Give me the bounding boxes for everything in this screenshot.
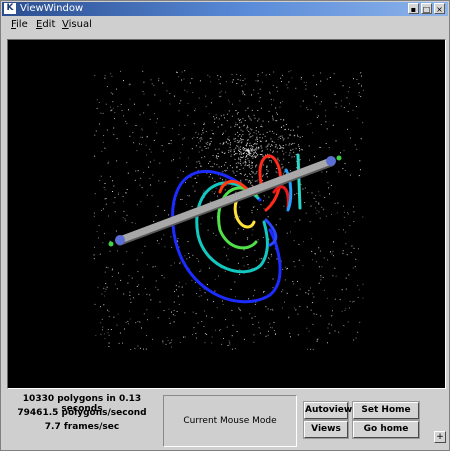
go-home-button[interactable]: Go home: [353, 421, 419, 438]
field-line-right-inner: [284, 168, 293, 212]
set-home-view-button[interactable]: Set Home View: [353, 402, 419, 430]
kde-logo-icon[interactable]: K: [4, 3, 16, 14]
axis-end-sphere-left: [115, 235, 125, 245]
menu-visual[interactable]: Visual: [62, 19, 92, 30]
field-loop-outer: [171, 170, 282, 304]
stat-polygons-time: 10330 polygons in 0.13 seconds: [22, 394, 142, 414]
stat-polygons-rate: 79461.5 polygons/second: [17, 408, 147, 418]
axis-tip-left: [108, 241, 114, 247]
maximize-button[interactable]: □: [421, 3, 432, 14]
close-button[interactable]: ×: [434, 3, 445, 14]
views-button[interactable]: Views: [304, 421, 348, 438]
field-line-right-outer: [296, 153, 302, 210]
field-loop-middle: [195, 181, 269, 274]
mouse-mode-label: Current Mouse Mode: [183, 416, 277, 426]
field-lines: [171, 153, 302, 304]
axis-tip-right: [336, 155, 342, 161]
menu-edit[interactable]: Edit: [36, 19, 56, 30]
field-loop-blue-small: [264, 218, 278, 247]
axis-end-sphere-right: [326, 156, 336, 166]
field-loop-red: [258, 154, 282, 212]
window-title: ViewWindow: [20, 3, 84, 14]
title-bar[interactable]: K ViewWindow ▪ □ ×: [2, 2, 448, 16]
minimize-button[interactable]: ▪: [408, 3, 419, 14]
field-loop-red-left: [218, 179, 250, 194]
corner-button[interactable]: +: [434, 431, 446, 443]
menu-bar: File Edit Visual: [2, 17, 448, 34]
mouse-mode-panel[interactable]: Current Mouse Mode: [163, 395, 297, 447]
scene-render: [93, 70, 364, 350]
particle-cloud: [93, 70, 364, 350]
axis-rod: [116, 157, 335, 244]
autoview-button[interactable]: Autoview: [304, 402, 352, 419]
menu-file[interactable]: File: [11, 19, 28, 30]
field-loop-inner: [217, 186, 258, 250]
field-loop-red-right: [272, 185, 290, 210]
stat-frame-rate: 7.7 frames/sec: [44, 422, 120, 432]
render-viewport[interactable]: [7, 39, 446, 389]
